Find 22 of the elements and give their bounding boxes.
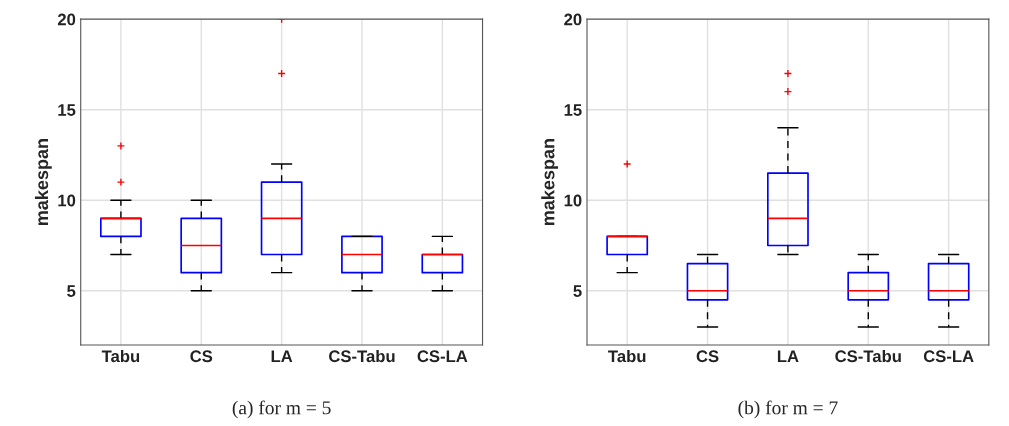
y-tick-label: 15	[564, 104, 582, 116]
y-tick-label: 10	[564, 194, 582, 207]
y-tick-label: 15	[58, 104, 76, 116]
x-tick-label: LA	[777, 350, 799, 362]
x-tick-label: Tabu	[101, 349, 140, 363]
x-tick-label: Tabu	[608, 349, 646, 363]
y-tick-label: 20	[564, 13, 582, 26]
x-tick-label: CS	[190, 350, 213, 363]
x-tick-label: CS-LA	[417, 350, 468, 363]
y-tick-label: 20	[57, 13, 76, 26]
text: (b) for m = 7	[738, 400, 838, 419]
y-tick-label: 5	[67, 285, 76, 297]
x-tick-label: CS	[696, 350, 719, 363]
x-tick-label: CS-LA	[923, 350, 974, 363]
x-tick-label: CS-Tabu	[329, 349, 395, 363]
x-tick-label: CS-Tabu	[835, 349, 901, 363]
y-axis-title: makespan	[541, 139, 559, 226]
y-axis-title: makespan	[34, 139, 52, 226]
text: (a) for m = 5	[232, 400, 331, 419]
y-tick-label: 10	[58, 194, 76, 207]
y-tick-label: 5	[573, 285, 582, 297]
x-tick-label: LA	[271, 350, 293, 362]
